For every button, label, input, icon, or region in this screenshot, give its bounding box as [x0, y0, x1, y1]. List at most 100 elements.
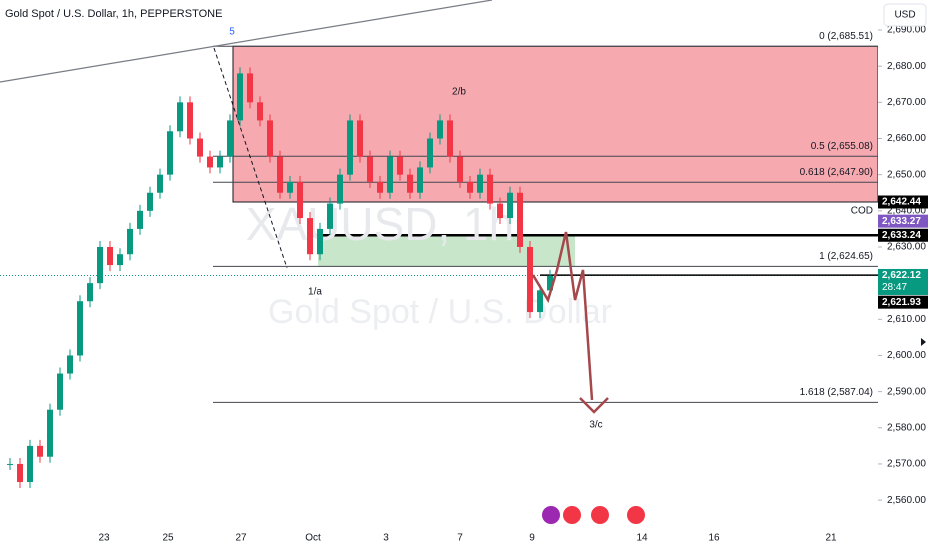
- trend-line: [0, 0, 493, 83]
- chart-title: Gold Spot / U.S. Dollar, 1h, PEPPERSTONE: [5, 8, 222, 20]
- event-icon[interactable]: [627, 506, 645, 524]
- x-tick-label: Oct: [305, 533, 321, 544]
- candle: [317, 228, 323, 255]
- candle: [417, 167, 423, 193]
- wave-label: 5: [229, 27, 235, 38]
- price-badge: [878, 268, 928, 295]
- candle: [307, 218, 313, 255]
- candle: [267, 120, 273, 157]
- y-tick-label: 2,590.00: [887, 386, 926, 397]
- candle: [107, 246, 113, 266]
- candle: [97, 246, 103, 284]
- price-badge-label: 2,621.93: [882, 297, 921, 308]
- supply-zone: [232, 45, 879, 203]
- y-tick-label: 2,650.00: [887, 169, 926, 180]
- candle: [167, 131, 173, 175]
- x-tick-label: 27: [235, 533, 247, 544]
- wave-label: 2/b: [452, 87, 466, 98]
- currency-label[interactable]: USD: [894, 10, 915, 21]
- price-badge-label: 2,633.27: [882, 216, 921, 227]
- candle: [147, 192, 153, 211]
- candle: [47, 409, 53, 457]
- candle: [227, 120, 233, 157]
- candle: [367, 156, 373, 182]
- plot-layer: 5 1/a 2/b 3/c: [7, 27, 603, 489]
- y-tick-label: 2,640.00: [887, 205, 926, 216]
- x-tick-label: 3: [383, 533, 389, 544]
- candle: [127, 228, 133, 255]
- candle: [497, 203, 503, 219]
- projection-path: [531, 231, 594, 401]
- candle: [447, 120, 453, 157]
- watermark: XAUUSD, 1h: [246, 198, 514, 250]
- currency-button[interactable]: [883, 3, 927, 27]
- candle: [27, 445, 33, 483]
- price-badge-label: 2,622.12: [882, 270, 921, 281]
- candle: [437, 120, 443, 139]
- candle: [347, 120, 353, 175]
- candle: [397, 156, 403, 175]
- x-tick-label: 23: [98, 533, 110, 544]
- y-tick-label: 2,610.00: [887, 314, 926, 325]
- candle: [407, 174, 413, 193]
- x-tick-label: 21: [825, 533, 837, 544]
- fib-level-label: 0 (2,685.51): [819, 31, 873, 42]
- candle: [467, 181, 473, 193]
- watermark-subtitle: Gold Spot / U.S. Dollar: [268, 293, 612, 331]
- candle: [507, 192, 513, 219]
- candle: [187, 102, 193, 139]
- fib-level-label: 0.5 (2,655.08): [811, 141, 873, 152]
- event-icons: [542, 506, 645, 524]
- candle: [387, 156, 393, 193]
- candle: [197, 138, 203, 157]
- candle: [87, 283, 93, 302]
- candle: [77, 301, 83, 356]
- y-tick-label: 2,630.00: [887, 242, 926, 253]
- candle: [427, 138, 433, 168]
- candle: [137, 210, 143, 229]
- price-badge-label: 2,633.24: [882, 230, 921, 241]
- candle: [217, 156, 223, 168]
- candle: [537, 290, 543, 313]
- fib-level-label: 0.618 (2,647.90): [800, 167, 873, 178]
- fib-level-label: 1 (2,624.65): [819, 251, 873, 262]
- candle: [547, 275, 553, 291]
- price-badge: [878, 228, 928, 242]
- candle: [157, 174, 163, 193]
- axis-layer: 2,690.00 2,680.00 2,670.00 2,660.00 2,650.00…: [98, 25, 928, 544]
- scroll-marker: [921, 338, 926, 346]
- price-badge: [878, 295, 928, 309]
- candle: [457, 156, 463, 182]
- candle: [527, 246, 533, 313]
- x-tick-label: 7: [457, 533, 463, 544]
- price-badge-label: 2,642.44: [882, 197, 921, 208]
- zone-label: COD: [851, 206, 873, 217]
- candle: [287, 181, 293, 193]
- event-icon[interactable]: [563, 506, 581, 524]
- candle: [487, 174, 493, 204]
- x-tick-label: 9: [529, 533, 535, 544]
- price-badge: [878, 195, 928, 209]
- candle: [37, 445, 43, 457]
- candle: [237, 73, 243, 121]
- wave-label: 1/a: [308, 287, 322, 298]
- event-icon[interactable]: [591, 506, 609, 524]
- candle: [297, 181, 303, 219]
- candle: [327, 203, 333, 229]
- y-tick-label: 2,580.00: [887, 422, 926, 433]
- candle: [357, 120, 363, 157]
- dashed-wave-line: [213, 47, 288, 269]
- countdown: 28:47: [882, 282, 907, 293]
- candle: [517, 192, 523, 247]
- event-icon[interactable]: [542, 506, 560, 524]
- y-tick-label: 2,680.00: [887, 61, 926, 72]
- y-tick-label: 2,660.00: [887, 133, 926, 144]
- x-tick-label: 14: [636, 533, 648, 544]
- candle: [477, 174, 483, 193]
- wave-label: 3/c: [589, 420, 602, 431]
- candle: [247, 73, 253, 103]
- candle: [117, 254, 123, 266]
- candle: [17, 463, 23, 483]
- y-tick-label: 2,600.00: [887, 350, 926, 361]
